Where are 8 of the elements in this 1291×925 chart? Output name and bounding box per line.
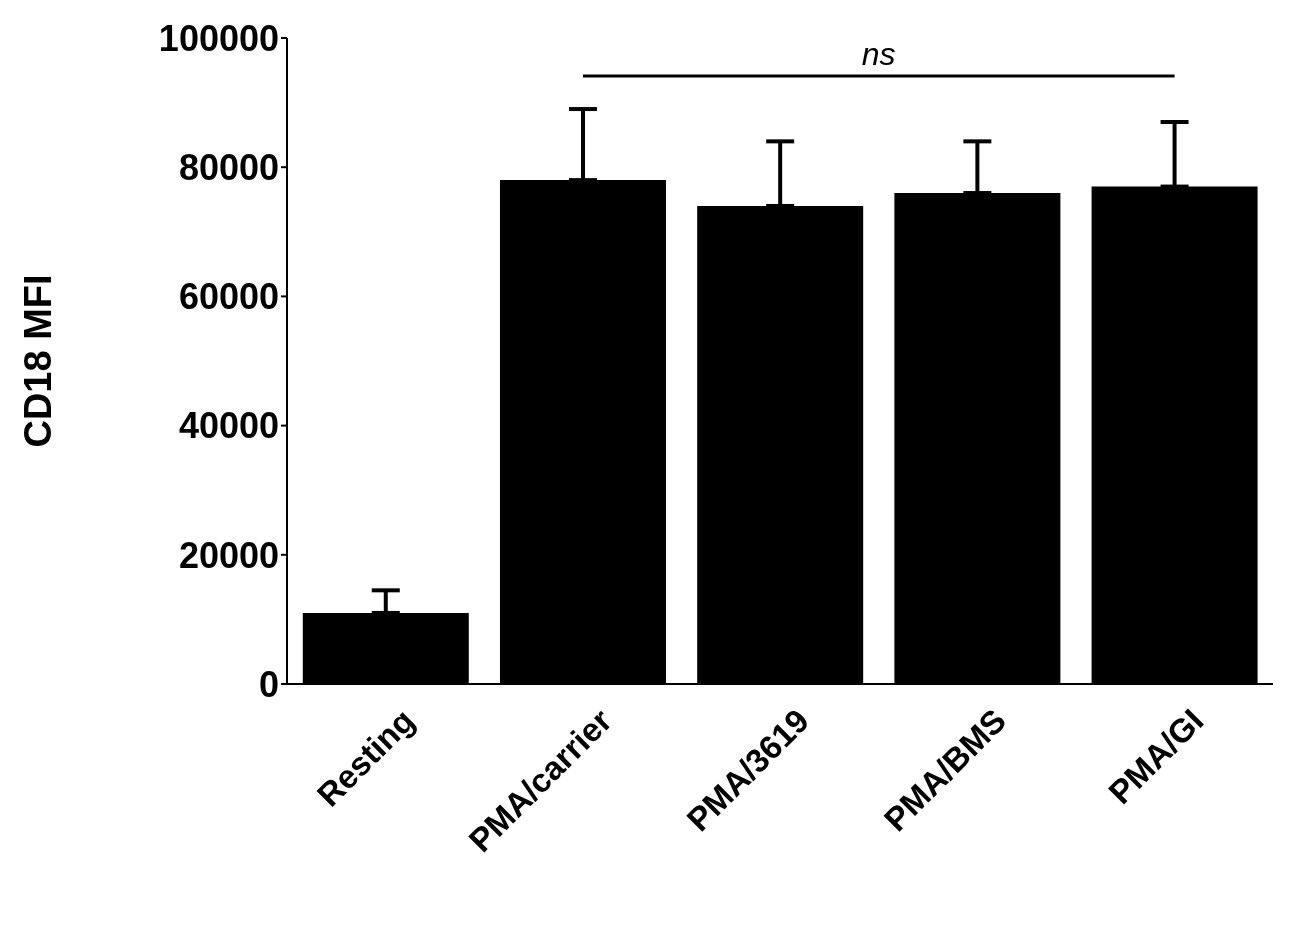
- y-tick-label: 80000: [178, 146, 279, 188]
- y-axis-title: CD18 MFI: [17, 274, 60, 448]
- y-tick-label: 60000: [178, 276, 279, 318]
- y-tick-label: 20000: [178, 534, 279, 576]
- y-tick-label: 100000: [158, 17, 279, 59]
- y-tick-label: 40000: [178, 405, 279, 447]
- annotation: ns: [860, 36, 897, 73]
- y-tick-label: 0: [258, 663, 279, 705]
